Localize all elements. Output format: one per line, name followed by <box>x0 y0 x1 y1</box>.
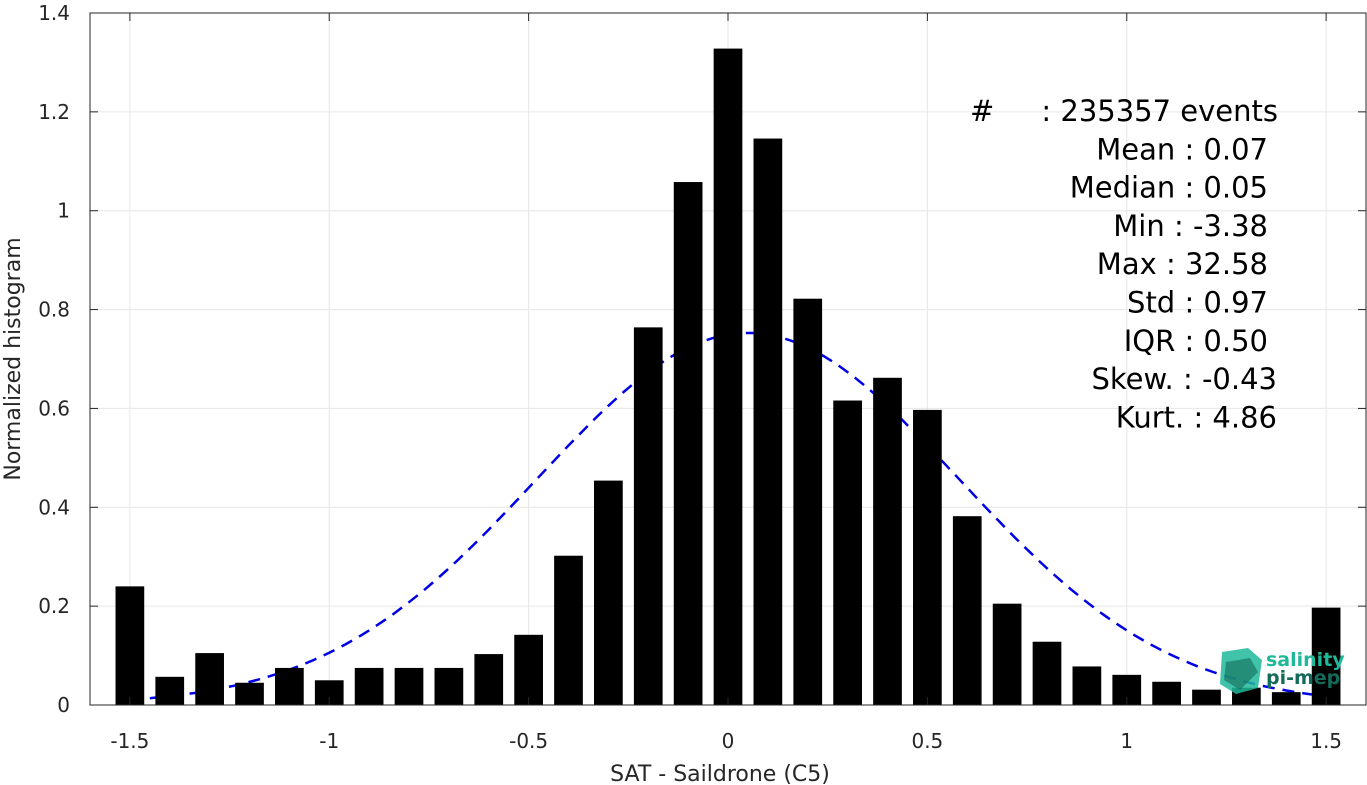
y-tick-label: 0.4 <box>38 495 70 519</box>
y-tick-label: 0 <box>57 693 70 717</box>
x-tick-label: 1.5 <box>1310 729 1342 753</box>
histogram-bar <box>1152 681 1181 705</box>
stat-label: Mean <box>1096 132 1184 166</box>
x-tick-label: -1.5 <box>110 729 149 753</box>
histogram-bar <box>1192 689 1221 705</box>
y-axis-ticks: 0 0.2 0.4 0.6 0.8 1 1.2 1.4 <box>38 1 1366 717</box>
x-tick-label: 0 <box>722 729 735 753</box>
x-axis-label: SAT - Saildrone (C5) <box>610 762 830 785</box>
histogram-bar <box>1032 641 1062 705</box>
histogram-bar <box>992 603 1022 705</box>
stat-label: # <box>970 94 994 128</box>
histogram-bar <box>275 667 304 705</box>
histogram-bar <box>554 555 583 705</box>
histogram-bar <box>514 634 543 705</box>
x-tick-label: -0.5 <box>509 729 548 753</box>
x-tick-label: 1 <box>1120 729 1133 753</box>
histogram-bar <box>952 516 982 705</box>
y-tick-label: 1.2 <box>38 100 70 124</box>
logo-text-pimep: pi-mep <box>1266 667 1340 689</box>
histogram-bar <box>155 676 185 705</box>
stat-label: Skew. <box>1091 362 1183 396</box>
histogram-bars <box>115 48 1341 706</box>
y-tick-label: 0.8 <box>38 298 70 322</box>
histogram-bar <box>873 377 902 705</box>
stat-value: : -0.43 <box>1183 362 1277 396</box>
histogram-bar <box>235 682 264 705</box>
stat-label: IQR <box>1124 324 1185 358</box>
stat-line: Max : 32.58 <box>1097 247 1268 281</box>
stat-label: Max <box>1097 247 1166 281</box>
stat-line: Std : 0.97 <box>1127 286 1268 320</box>
stat-label: Min <box>1113 209 1174 243</box>
histogram-bar <box>753 138 783 705</box>
stat-line: Min : -3.38 <box>1113 209 1268 243</box>
histogram-bar <box>833 400 862 705</box>
stat-line: Kurt. : 4.86 <box>1116 400 1277 434</box>
stat-value: : 0.50 <box>1184 324 1268 358</box>
stat-value: : 32.58 <box>1166 247 1268 281</box>
histogram-bar <box>354 667 384 705</box>
stat-value: : 4.86 <box>1193 400 1277 434</box>
histogram-bar <box>673 182 703 705</box>
histogram-bar <box>1072 666 1102 705</box>
x-tick-label: 0.5 <box>911 729 943 753</box>
stat-line: Skew. : -0.43 <box>1091 362 1277 396</box>
y-tick-label: 0.6 <box>38 396 70 420</box>
y-tick-label: 1 <box>57 199 70 223</box>
y-axis-label: Normalized histogram <box>1 237 26 480</box>
stat-value: : -3.38 <box>1174 209 1268 243</box>
histogram-bar <box>115 586 145 705</box>
logo-mark-shade <box>1224 658 1258 690</box>
stat-value: : 235357 events <box>1041 94 1278 128</box>
stat-value: : 0.05 <box>1184 171 1268 205</box>
histogram-bar <box>195 653 224 705</box>
y-tick-label: 1.4 <box>38 1 70 25</box>
stat-value: : 0.97 <box>1184 286 1268 320</box>
y-tick-label: 0.2 <box>38 594 70 618</box>
stat-line: Mean : 0.07 <box>1096 132 1268 166</box>
histogram-bar <box>713 48 743 706</box>
stat-value: : 0.07 <box>1184 132 1268 166</box>
x-tick-label: -1 <box>319 729 339 753</box>
histogram-bar <box>474 654 504 705</box>
histogram-bar <box>434 667 464 705</box>
statistics-panel: # : 235357 events Mean : 0.07 Median : 0.05… <box>970 94 1278 434</box>
histogram-bar <box>913 409 942 705</box>
histogram-bar <box>394 667 424 705</box>
x-axis-ticks: -1.5 -1 -0.5 0 0.5 1 1.5 <box>110 13 1342 753</box>
histogram-bar <box>1271 692 1301 705</box>
logo-text-salinity: salinity <box>1266 649 1345 671</box>
stat-label: Median <box>1070 171 1185 205</box>
stat-label: Kurt. <box>1116 400 1194 434</box>
histogram-bar <box>1311 607 1341 705</box>
histogram-bar <box>594 480 623 705</box>
histogram-bar <box>793 298 823 705</box>
histogram-bar <box>633 327 663 705</box>
stat-label: Std <box>1127 286 1184 320</box>
stat-line: IQR : 0.50 <box>1124 324 1268 358</box>
stat-line: Median : 0.05 <box>1070 171 1268 205</box>
